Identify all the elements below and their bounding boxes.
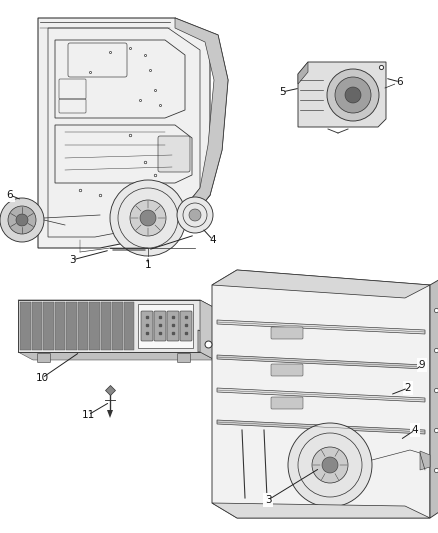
- Circle shape: [288, 423, 372, 507]
- Polygon shape: [298, 62, 308, 84]
- FancyBboxPatch shape: [43, 302, 53, 350]
- Circle shape: [110, 180, 186, 256]
- FancyBboxPatch shape: [66, 302, 77, 350]
- Circle shape: [312, 447, 348, 483]
- Text: 3: 3: [69, 255, 75, 265]
- FancyBboxPatch shape: [167, 311, 179, 341]
- Polygon shape: [217, 355, 425, 369]
- Text: 5: 5: [279, 87, 285, 97]
- FancyBboxPatch shape: [78, 302, 88, 350]
- FancyBboxPatch shape: [154, 311, 166, 341]
- Circle shape: [140, 210, 156, 226]
- FancyBboxPatch shape: [38, 353, 50, 362]
- Polygon shape: [165, 18, 228, 235]
- Circle shape: [345, 87, 361, 103]
- Circle shape: [8, 206, 36, 234]
- Circle shape: [0, 198, 44, 242]
- Polygon shape: [212, 503, 430, 518]
- FancyBboxPatch shape: [158, 136, 190, 172]
- Text: 6: 6: [397, 77, 403, 87]
- FancyBboxPatch shape: [32, 302, 42, 350]
- Circle shape: [189, 209, 201, 221]
- FancyBboxPatch shape: [271, 364, 303, 376]
- Text: 9: 9: [419, 360, 425, 370]
- Text: 10: 10: [35, 373, 49, 383]
- FancyBboxPatch shape: [271, 327, 303, 339]
- Circle shape: [327, 69, 379, 121]
- Polygon shape: [18, 352, 215, 360]
- FancyBboxPatch shape: [271, 397, 303, 409]
- Text: 11: 11: [81, 410, 95, 420]
- Polygon shape: [212, 270, 430, 298]
- FancyBboxPatch shape: [54, 302, 65, 350]
- Polygon shape: [217, 420, 425, 434]
- Text: 3: 3: [265, 495, 271, 505]
- Polygon shape: [107, 410, 113, 418]
- Polygon shape: [212, 270, 430, 518]
- Polygon shape: [200, 300, 215, 360]
- FancyBboxPatch shape: [138, 304, 193, 348]
- FancyBboxPatch shape: [100, 302, 111, 350]
- FancyBboxPatch shape: [20, 302, 31, 350]
- Circle shape: [177, 197, 213, 233]
- Polygon shape: [430, 278, 438, 518]
- Polygon shape: [298, 62, 386, 127]
- Polygon shape: [198, 330, 218, 352]
- FancyBboxPatch shape: [18, 300, 200, 352]
- Polygon shape: [217, 320, 425, 334]
- Polygon shape: [18, 300, 215, 308]
- FancyBboxPatch shape: [141, 311, 153, 341]
- FancyBboxPatch shape: [124, 302, 134, 350]
- FancyBboxPatch shape: [177, 353, 191, 362]
- Polygon shape: [217, 388, 425, 402]
- Circle shape: [322, 457, 338, 473]
- Text: 4: 4: [210, 235, 216, 245]
- FancyBboxPatch shape: [112, 302, 123, 350]
- Text: 1: 1: [145, 260, 151, 270]
- Polygon shape: [420, 451, 430, 470]
- Text: 6: 6: [7, 190, 13, 200]
- FancyBboxPatch shape: [180, 311, 192, 341]
- FancyBboxPatch shape: [89, 302, 99, 350]
- Text: 2: 2: [405, 383, 411, 393]
- Text: 4: 4: [412, 425, 418, 435]
- Polygon shape: [38, 18, 210, 248]
- Circle shape: [335, 77, 371, 113]
- Circle shape: [130, 200, 166, 236]
- Circle shape: [16, 214, 28, 226]
